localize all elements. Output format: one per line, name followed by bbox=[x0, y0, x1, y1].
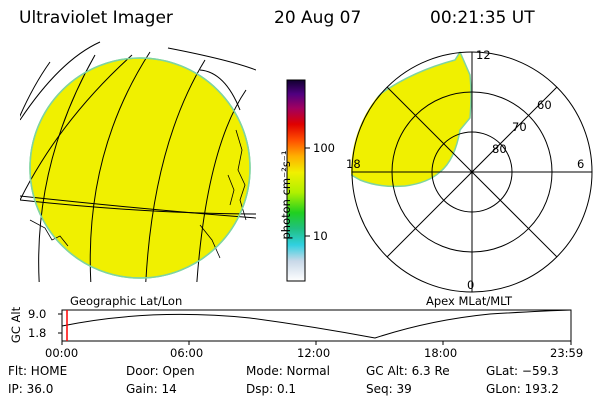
mlt-label-18: 18 bbox=[346, 157, 361, 171]
colorbar-tick-10: 10 bbox=[313, 229, 328, 243]
door-field: Door: Open bbox=[126, 364, 195, 378]
timeline-x-tick-2359: 23:59 bbox=[550, 346, 584, 360]
geographic-map bbox=[20, 41, 256, 282]
colorbar bbox=[286, 79, 310, 282]
mlt-label-12: 12 bbox=[476, 48, 491, 62]
seq-field: Seq: 39 bbox=[366, 382, 412, 396]
lat-label-70: 70 bbox=[512, 120, 527, 134]
glat-field: GLat: −59.3 bbox=[486, 364, 559, 378]
ip-field: IP: 36.0 bbox=[8, 382, 54, 396]
date-label: 20 Aug 07 bbox=[274, 8, 362, 28]
timeline-x-tick-1800: 18:00 bbox=[424, 346, 458, 360]
geographic-caption: Geographic Lat/Lon bbox=[70, 294, 183, 308]
mlt-label-6: 6 bbox=[577, 157, 585, 171]
flight-field: Flt: HOME bbox=[8, 364, 68, 378]
mode-field: Mode: Normal bbox=[246, 364, 330, 378]
lat-lon-grid bbox=[20, 41, 256, 282]
timeline-x-tick-0000: 00:00 bbox=[45, 346, 79, 360]
timeline-x-tick-0600: 06:00 bbox=[170, 346, 204, 360]
apex-caption: Apex MLat/MLT bbox=[426, 294, 513, 308]
time-label: 00:21:35 UT bbox=[430, 8, 535, 28]
timeline-x-tick-1200: 12:00 bbox=[297, 346, 331, 360]
mlt-label-0: 0 bbox=[467, 278, 475, 292]
dsp-field: Dsp: 0.1 bbox=[246, 382, 297, 396]
altitude-timeline bbox=[58, 309, 572, 345]
app-title: Ultraviolet Imager bbox=[19, 8, 173, 28]
timeline-axis-label: GC Alt bbox=[9, 306, 23, 344]
lat-label-60: 60 bbox=[537, 98, 552, 112]
gc-alt-field: GC Alt: 6.3 Re bbox=[366, 364, 450, 378]
glon-field: GLon: 193.2 bbox=[486, 382, 559, 396]
colorbar-tick-100: 100 bbox=[313, 141, 335, 155]
colorbar-unit-label: photon cm⁻²s⁻¹ bbox=[279, 150, 293, 240]
polar-grid bbox=[351, 51, 593, 293]
altitude-curve bbox=[61, 309, 572, 339]
timeline-y-tick-1-8: 1.8 bbox=[28, 326, 47, 340]
lat-label-80: 80 bbox=[492, 142, 507, 156]
earth-disk-image bbox=[29, 57, 251, 279]
gain-field: Gain: 14 bbox=[126, 382, 177, 396]
timeline-y-tick-9: 9.0 bbox=[28, 307, 47, 321]
coastlines bbox=[29, 129, 247, 259]
apex-polar-plot bbox=[351, 51, 593, 293]
